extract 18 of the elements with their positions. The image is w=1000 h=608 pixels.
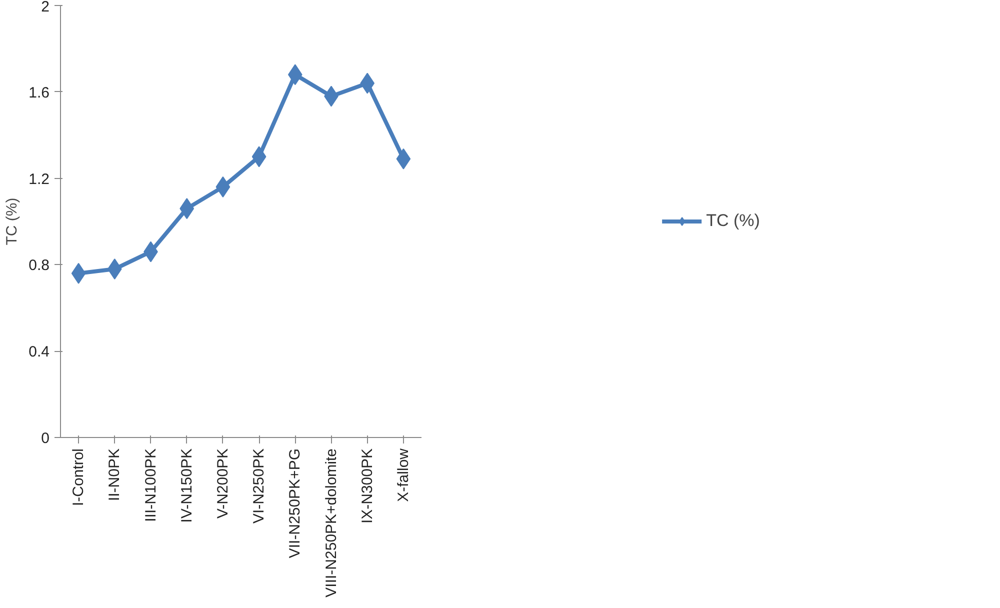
y-tick-label: 0 — [41, 430, 50, 447]
x-tick-label: IV-N150PK — [178, 448, 196, 523]
x-tick-label: V-N200PK — [214, 448, 232, 519]
y-tick-label: 0.4 — [28, 344, 50, 361]
y-tick-label: 2 — [41, 0, 50, 16]
x-tick-label: III-N100PK — [142, 448, 160, 522]
x-tick-label: X-fallow — [394, 448, 412, 502]
y-tick-label: 1.6 — [28, 84, 50, 102]
x-tick-label: IX-N300PK — [358, 448, 376, 524]
x-tick-label: VIII-N250PK+dolomite — [322, 448, 340, 598]
x-tick-label: I-Control — [70, 448, 88, 506]
y-tick-label: 0.8 — [28, 257, 50, 274]
y-tick-label: 1.2 — [28, 170, 50, 188]
x-tick-label: VI-N250PK — [250, 448, 268, 524]
x-tick-label: II-N0PK — [106, 448, 124, 502]
x-tick-label: VII-N250PK+PG — [286, 448, 304, 558]
y-axis-title: TC (%) — [4, 198, 21, 246]
legend-label: TC (%) — [706, 211, 760, 231]
